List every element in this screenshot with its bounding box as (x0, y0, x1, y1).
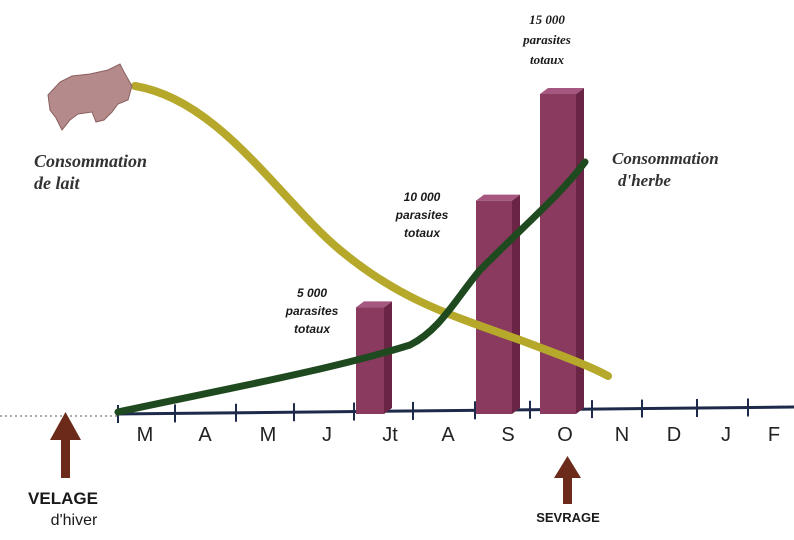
weaning-arrow-icon (554, 456, 581, 504)
bar-label-jt: 5 000 parasites totaux (268, 284, 356, 338)
bar-label-jt-value: 5 000 (296, 286, 328, 300)
grass-label-line2: d'herbe (618, 171, 671, 190)
bar-label-o: 15 000 parasites totaux (503, 10, 591, 70)
cow-silhouette-icon (47, 63, 133, 131)
calving-label-line2: d'hiver (50, 512, 98, 529)
month-label-10: D (666, 424, 682, 446)
bar-label-jt-line2: parasites (285, 304, 339, 318)
grass-consumption-curve (114, 158, 589, 416)
bar-label-s-line2: parasites (395, 208, 449, 222)
month-label-2: A (198, 424, 212, 446)
bar-label-jt-line3: totaux (294, 322, 330, 336)
month-label-1: M (136, 424, 154, 446)
milk-consumption-label: Consommation de lait (34, 150, 147, 194)
bar-label-s-line3: totaux (404, 226, 440, 240)
calving-label: VELAGE d'hiver (8, 488, 118, 532)
bar-front (540, 94, 576, 414)
time-axis (117, 405, 794, 416)
month-label-3: M (259, 424, 277, 446)
grass-consumption-label: Consommation d'herbe (612, 148, 719, 192)
bar-top (356, 301, 392, 308)
parasite-bars (356, 88, 584, 414)
calving-arrow-icon (50, 412, 81, 478)
bar-top (476, 194, 520, 201)
bar-side (384, 301, 392, 414)
bar-s (476, 194, 520, 414)
month-label-11: J (721, 424, 731, 446)
month-label-9: N (614, 424, 630, 446)
bar-front (476, 200, 512, 414)
milk-label-line2: de lait (34, 173, 80, 193)
grass-label-line1: Consommation (612, 149, 719, 168)
bar-label-o-value: 15 000 (529, 12, 565, 27)
month-label-12: F (767, 424, 781, 446)
bar-label-s: 10 000 parasites totaux (378, 188, 466, 242)
bar-label-o-line3: totaux (530, 52, 564, 67)
month-label-4: J (322, 424, 332, 446)
weaning-label: SEVRAGE (536, 510, 600, 525)
calving-label-line1: VELAGE (28, 489, 98, 508)
month-label-7: S (501, 424, 515, 446)
month-label-5: Jt (382, 424, 398, 446)
bar-side (512, 194, 520, 414)
milk-label-line1: Consommation (34, 151, 148, 171)
month-label-6: A (441, 424, 455, 446)
milk-consumption-curve (131, 82, 612, 380)
month-ticks (117, 398, 749, 423)
bar-top (540, 88, 584, 94)
month-label-8: O (557, 424, 573, 446)
bar-label-s-value: 10 000 (403, 190, 441, 204)
bar-label-o-line2: parasites (523, 32, 571, 47)
